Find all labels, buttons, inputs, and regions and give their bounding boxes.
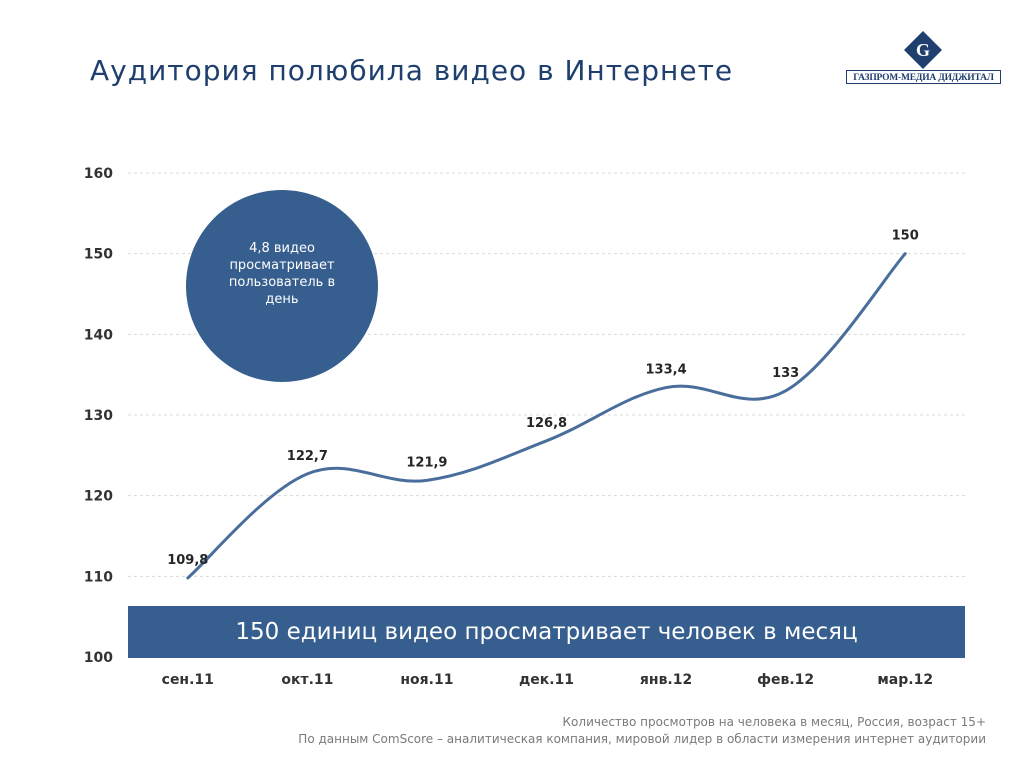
y-axis-ticks: 100 110 120 130 140 150 160	[84, 166, 113, 666]
data-label: 133,4	[646, 363, 687, 378]
y-tick-label: 120	[84, 489, 113, 505]
x-axis-ticks: сен.11 окт.11 ноя.11 дек.11 янв.12 фев.12 мар.…	[162, 672, 933, 688]
logo-symbol: G	[916, 40, 930, 60]
data-label: 126,8	[526, 416, 567, 431]
footnote-line-2: По данным ComScore – аналитическая компа…	[298, 732, 986, 746]
data-labels: 109,8 122,7 121,9 126,8 133,4 133 150	[167, 229, 919, 568]
y-tick-label: 100	[84, 650, 113, 666]
x-tick-label: мар.12	[877, 672, 933, 688]
y-tick-label: 110	[84, 569, 113, 585]
y-tick-label: 160	[84, 166, 113, 182]
series-line	[186, 252, 907, 580]
y-tick-label: 140	[84, 327, 113, 343]
footnote-line-1: Количество просмотров на человека в меся…	[562, 715, 986, 729]
data-label: 121,9	[406, 455, 447, 470]
x-tick-label: сен.11	[162, 672, 214, 688]
data-label: 122,7	[287, 449, 328, 464]
company-logo: G ГАЗПРОМ-МЕДИА ДИДЖИТАЛ	[846, 30, 1001, 85]
banner-text: 150 единиц видео просматривает человек в…	[235, 619, 858, 645]
data-label: 109,8	[167, 553, 208, 568]
x-tick-label: янв.12	[640, 672, 692, 688]
daily-views-bubble: 4,8 видео просматривает пользователь в д…	[186, 190, 378, 382]
data-label: 133	[772, 366, 799, 381]
logo-diamond-icon: G	[904, 31, 942, 69]
footnote: Количество просмотров на человека в меся…	[298, 714, 986, 748]
page-title: Аудитория полюбила видео в Интернете	[90, 54, 734, 87]
y-tick-label: 150	[84, 247, 113, 263]
data-label: 150	[892, 229, 919, 244]
x-tick-label: фев.12	[757, 672, 814, 688]
y-tick-label: 130	[84, 408, 113, 424]
x-tick-label: дек.11	[519, 672, 574, 688]
logo-text: ГАЗПРОМ-МЕДИА ДИДЖИТАЛ	[846, 70, 1001, 84]
x-tick-label: ноя.11	[400, 672, 453, 688]
summary-banner: 150 единиц видео просматривает человек в…	[128, 606, 965, 658]
bubble-text: 4,8 видео просматривает пользователь в д…	[228, 241, 336, 307]
x-tick-label: окт.11	[281, 672, 333, 688]
